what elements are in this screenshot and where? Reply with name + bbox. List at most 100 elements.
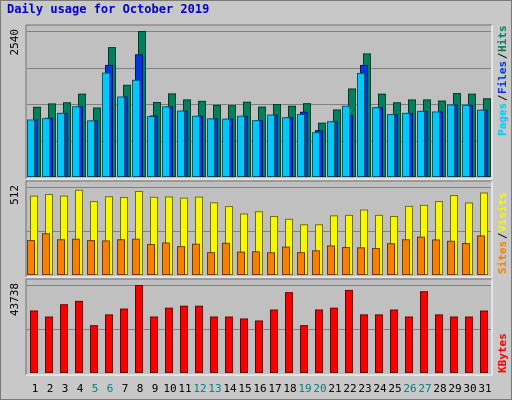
day-label: 28 bbox=[433, 382, 446, 395]
bar-sites bbox=[342, 246, 350, 275]
day-label: 6 bbox=[107, 382, 114, 395]
day-label: 19 bbox=[298, 382, 311, 395]
legend: KBytes bbox=[496, 333, 509, 373]
day-label: 1 bbox=[32, 382, 39, 395]
bar-sites bbox=[297, 252, 305, 275]
bar-kbytes bbox=[330, 307, 338, 373]
bar-pages bbox=[252, 120, 260, 177]
bar-sites bbox=[237, 251, 245, 275]
day-label: 7 bbox=[122, 382, 129, 395]
bar-kbytes bbox=[225, 316, 233, 373]
bar-pages bbox=[447, 104, 455, 177]
bar-pages bbox=[312, 132, 320, 178]
bar-pages bbox=[417, 110, 425, 177]
bar-pages bbox=[147, 116, 155, 178]
bar-pages bbox=[357, 72, 365, 177]
legend: Pages/Files/Hits bbox=[496, 26, 509, 137]
day-label: 29 bbox=[448, 382, 461, 395]
bar-kbytes bbox=[405, 316, 413, 373]
bar-sites bbox=[192, 243, 200, 275]
day-label: 26 bbox=[403, 382, 416, 395]
bar-pages bbox=[192, 115, 200, 177]
bar-kbytes bbox=[165, 307, 173, 373]
legend-pages: Pages bbox=[496, 103, 509, 136]
bar-kbytes bbox=[270, 309, 278, 374]
legend-visits: Visits bbox=[496, 192, 509, 232]
bar-kbytes bbox=[375, 314, 383, 373]
bar-kbytes bbox=[75, 300, 83, 373]
bar-sites bbox=[162, 242, 170, 275]
bar-sites bbox=[222, 242, 230, 275]
bar-pages bbox=[387, 114, 395, 177]
day-label: 20 bbox=[313, 382, 326, 395]
day-label: 18 bbox=[283, 382, 296, 395]
bar-kbytes bbox=[60, 304, 68, 374]
legend-hits: Hits bbox=[496, 26, 509, 53]
bar-kbytes bbox=[345, 289, 353, 374]
bar-kbytes bbox=[210, 316, 218, 373]
bar-kbytes bbox=[285, 292, 293, 373]
day-label: 13 bbox=[208, 382, 221, 395]
day-label: 31 bbox=[478, 382, 491, 395]
bar-sites bbox=[42, 233, 50, 275]
bar-pages bbox=[222, 118, 230, 177]
legend-files: Files bbox=[496, 61, 509, 94]
bar-kbytes bbox=[480, 310, 488, 374]
bar-sites bbox=[267, 252, 275, 275]
day-label: 25 bbox=[388, 382, 401, 395]
bar-pages bbox=[207, 118, 215, 177]
bar-sites bbox=[177, 246, 185, 275]
bar-pages bbox=[327, 121, 335, 177]
legend-separator: / bbox=[496, 232, 509, 239]
bar-pages bbox=[27, 119, 35, 177]
bar-sites bbox=[207, 252, 215, 275]
day-label: 22 bbox=[343, 382, 356, 395]
chart-title: Daily usage for October 2019 bbox=[7, 2, 210, 16]
bar-kbytes bbox=[465, 316, 473, 373]
day-label: 3 bbox=[62, 382, 69, 395]
bar-pages bbox=[372, 107, 380, 177]
bar-sites bbox=[402, 239, 410, 275]
bar-kbytes bbox=[360, 314, 368, 373]
bar-pages bbox=[72, 106, 80, 177]
bar-sites bbox=[387, 243, 395, 275]
day-label: 2 bbox=[47, 382, 54, 395]
bar-sites bbox=[132, 238, 140, 275]
day-label: 5 bbox=[92, 382, 99, 395]
bar-kbytes bbox=[435, 314, 443, 373]
bar-sites bbox=[252, 251, 260, 275]
bar-kbytes bbox=[255, 320, 263, 374]
bar-pages bbox=[402, 112, 410, 177]
legend-separator: / bbox=[496, 94, 509, 101]
bar-sites bbox=[57, 239, 65, 275]
bar-kbytes bbox=[240, 318, 248, 373]
day-label: 21 bbox=[328, 382, 341, 395]
bar-sites bbox=[282, 246, 290, 275]
bar-pages bbox=[297, 114, 305, 177]
bar-sites bbox=[117, 239, 125, 275]
day-label: 12 bbox=[193, 382, 206, 395]
y-axis-max-label-1: 2540 bbox=[8, 29, 21, 56]
bar-sites bbox=[87, 240, 95, 275]
bar-sites bbox=[477, 235, 485, 275]
bar-kbytes bbox=[450, 316, 458, 373]
day-label: 23 bbox=[358, 382, 371, 395]
bar-pages bbox=[177, 110, 185, 177]
bar-kbytes bbox=[45, 316, 53, 373]
day-label: 9 bbox=[152, 382, 159, 395]
bar-sites bbox=[147, 244, 155, 275]
bar-kbytes bbox=[180, 305, 188, 373]
bar-pages bbox=[87, 120, 95, 177]
day-label: 11 bbox=[178, 382, 191, 395]
bar-sites bbox=[327, 245, 335, 275]
bar-pages bbox=[342, 105, 350, 177]
day-label: 17 bbox=[268, 382, 281, 395]
y-axis-max-label-3: 43738 bbox=[8, 283, 21, 316]
day-label: 24 bbox=[373, 382, 387, 395]
bar-pages bbox=[42, 118, 50, 178]
day-label: 27 bbox=[418, 382, 431, 395]
bar-sites bbox=[447, 240, 455, 275]
legend-kbytes: KBytes bbox=[496, 333, 509, 373]
